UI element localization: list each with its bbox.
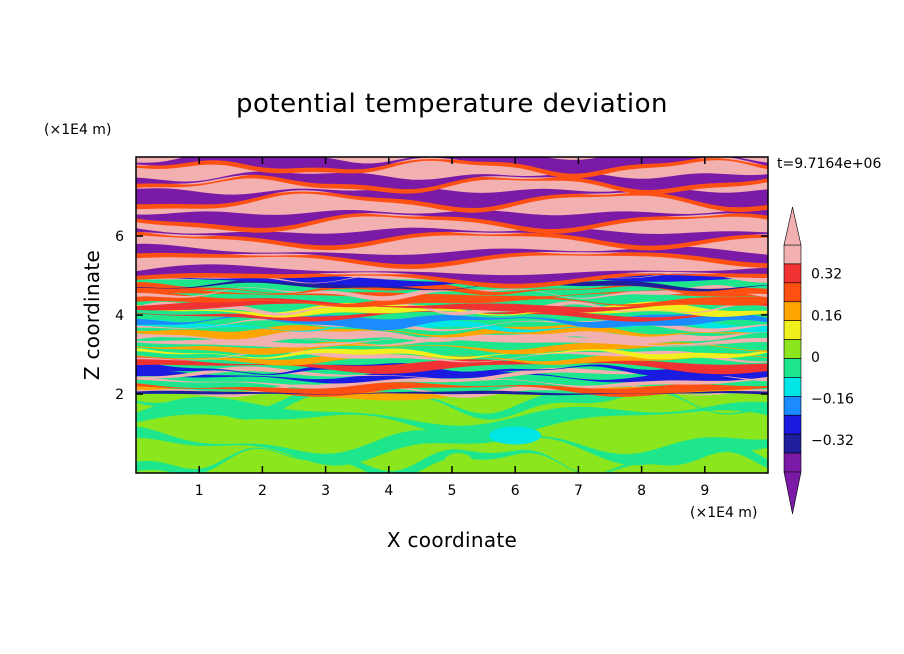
x-axis-title: X coordinate: [387, 528, 517, 552]
contour-band: [136, 319, 768, 333]
chart-title: potential temperature deviation: [236, 89, 668, 119]
contour-band: [136, 390, 768, 396]
contour-band: [136, 264, 768, 284]
contour-band: [136, 157, 768, 174]
x-tick-label: 3: [321, 483, 330, 499]
colorbar-segment: [783, 339, 802, 359]
contour-band: [136, 328, 768, 345]
colorbar-segment: [783, 301, 802, 321]
y-tick-label: 4: [115, 308, 124, 324]
contour-band: [136, 362, 768, 378]
contour-band: [136, 301, 768, 316]
contour-band: [136, 426, 768, 466]
x-tick-label: 1: [195, 483, 204, 499]
x-tick-label: 4: [384, 483, 393, 499]
colorbar-extend-top: [783, 206, 802, 246]
colorbar-label: −0.32: [811, 433, 854, 449]
colorbar-segment: [783, 377, 802, 397]
contour-band: [136, 332, 768, 346]
colorbar-segment: [783, 320, 802, 340]
colorbar-segment: [783, 452, 802, 473]
contour-band: [136, 171, 768, 191]
y-axis-unit: (×1E4 m): [44, 122, 111, 138]
axis-ticks: 1 2 3 4 5 6 7 8 9 2 4 6: [115, 157, 768, 499]
contour-band: [136, 396, 768, 440]
lime-patch: [444, 453, 473, 470]
x-tick-label: 7: [574, 483, 583, 499]
colorbar-extend-bottom: [783, 471, 802, 515]
contour-band: [136, 336, 768, 348]
colorbar-label: −0.16: [811, 392, 854, 408]
colorbar-label: 0: [811, 350, 820, 366]
colorbar-segment: [783, 263, 802, 284]
contour-band: [136, 311, 768, 322]
contour-band: [136, 282, 768, 296]
contour-band: [136, 209, 768, 230]
contour-band: [136, 324, 768, 340]
colorbar-label: 0.16: [811, 308, 842, 324]
contour-band: [136, 287, 768, 302]
x-tick-label: 5: [448, 483, 457, 499]
contour-band: [136, 312, 768, 331]
x-tick-label: 6: [511, 483, 520, 499]
y-axis-title: Z coordinate: [80, 250, 104, 380]
colorbar-segment: [783, 396, 802, 416]
colorbar-segment: [783, 282, 802, 303]
x-axis-unit: (×1E4 m): [690, 505, 757, 521]
time-label: t=9.7164e+06: [777, 156, 881, 172]
x-tick-label: 9: [700, 483, 709, 499]
contour-band: [136, 349, 768, 363]
contour-band: [136, 341, 768, 355]
colorbar-segment: [783, 244, 802, 265]
y-tick-label: 2: [115, 387, 124, 403]
contour-band: [136, 227, 768, 246]
x-tick-label: 2: [258, 483, 267, 499]
colorbar-segment: [783, 358, 802, 378]
plot-area: [136, 157, 768, 473]
colorbar-segment: [783, 433, 802, 454]
colorbar-segment: [783, 414, 802, 435]
colorbar: 0.32 0.16 0 −0.16 −0.32: [783, 206, 854, 515]
contour-band: [136, 347, 768, 360]
contour-band: [136, 243, 768, 265]
contour-band: [136, 187, 768, 208]
contour-band: [136, 376, 768, 389]
cyan-patch: [489, 426, 542, 445]
y-tick-label: 6: [115, 229, 124, 245]
colorbar-label: 0.32: [811, 267, 842, 283]
x-tick-label: 8: [637, 483, 646, 499]
